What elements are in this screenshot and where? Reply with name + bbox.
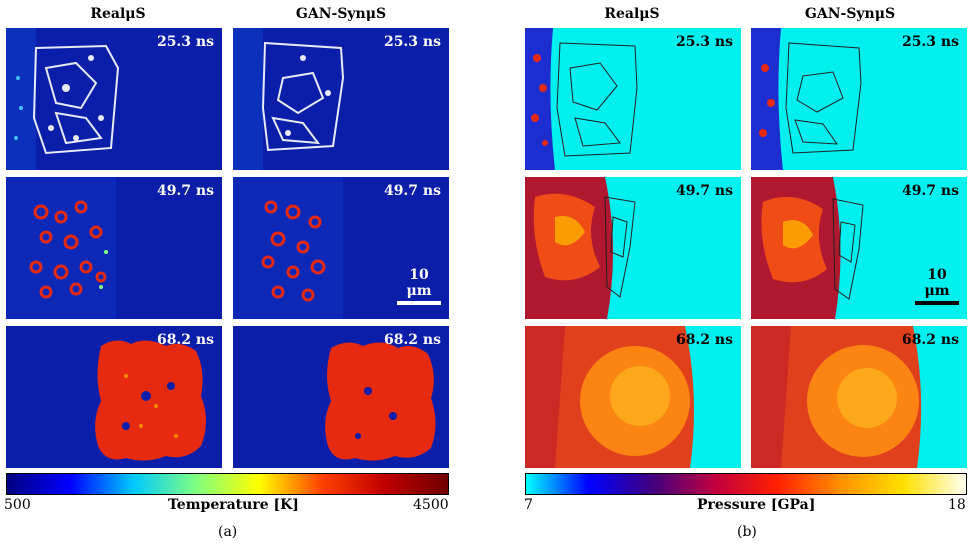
col-header-real-a: RealμS [90, 6, 146, 22]
pressure-image [525, 326, 741, 468]
time-label: 68.2 ns [901, 332, 959, 348]
scale-bar-label: 10 μm [924, 267, 950, 299]
time-label: 49.7 ns [156, 183, 214, 199]
pressure-colorbar-title: Pressure [GPa] [697, 497, 816, 513]
pressure-max-label: 18 [948, 497, 966, 513]
scale-bar-line [915, 301, 959, 305]
time-label: 25.3 ns [383, 34, 441, 50]
temp-image [6, 28, 222, 170]
temp-real-49ns: 49.7 ns [6, 177, 222, 319]
pressure-image [525, 177, 741, 319]
temp-image [6, 177, 222, 319]
pressure-min-label: 7 [524, 497, 533, 513]
temp-gan-68ns: 68.2 ns [233, 326, 449, 468]
pressure-gan-49ns: 49.7 ns 10 μm [751, 177, 967, 319]
temperature-max-label: 4500 [413, 497, 449, 513]
temp-image [233, 326, 449, 468]
col-header-gan-b: GAN-SynμS [804, 6, 896, 22]
time-label: 49.7 ns [383, 183, 441, 199]
pressure-image [751, 28, 967, 170]
pressure-gan-68ns: 68.2 ns [751, 326, 967, 468]
pressure-real-68ns: 68.2 ns [525, 326, 741, 468]
time-label: 68.2 ns [383, 332, 441, 348]
pressure-colorbar [525, 473, 967, 495]
scale-bar-line [397, 301, 441, 305]
time-label: 68.2 ns [156, 332, 214, 348]
scale-bar-label: 10 μm [406, 267, 432, 299]
col-header-real-b: RealμS [604, 6, 660, 22]
time-label: 68.2 ns [675, 332, 733, 348]
temp-image [233, 28, 449, 170]
temp-real-68ns: 68.2 ns [6, 326, 222, 468]
pressure-gan-25ns: 25.3 ns [751, 28, 967, 170]
time-label: 25.3 ns [675, 34, 733, 50]
scale-bar: 10 μm [395, 267, 443, 305]
pressure-real-49ns: 49.7 ns [525, 177, 741, 319]
temp-real-25ns: 25.3 ns [6, 28, 222, 170]
temp-gan-25ns: 25.3 ns [233, 28, 449, 170]
temp-image [233, 177, 449, 319]
pressure-image [751, 326, 967, 468]
pressure-image [525, 28, 741, 170]
temperature-min-label: 500 [4, 497, 31, 513]
pressure-real-25ns: 25.3 ns [525, 28, 741, 170]
pressure-image [751, 177, 967, 319]
temperature-colorbar [6, 473, 449, 495]
temp-gan-49ns: 49.7 ns 10 μm [233, 177, 449, 319]
col-header-gan-a: GAN-SynμS [295, 6, 387, 22]
time-label: 49.7 ns [675, 183, 733, 199]
time-label: 25.3 ns [901, 34, 959, 50]
scale-bar: 10 μm [913, 267, 961, 305]
caption-a: (a) [218, 524, 238, 540]
temperature-colorbar-title: Temperature [K] [168, 497, 299, 513]
caption-b: (b) [737, 524, 757, 540]
time-label: 49.7 ns [901, 183, 959, 199]
time-label: 25.3 ns [156, 34, 214, 50]
temp-image [6, 326, 222, 468]
